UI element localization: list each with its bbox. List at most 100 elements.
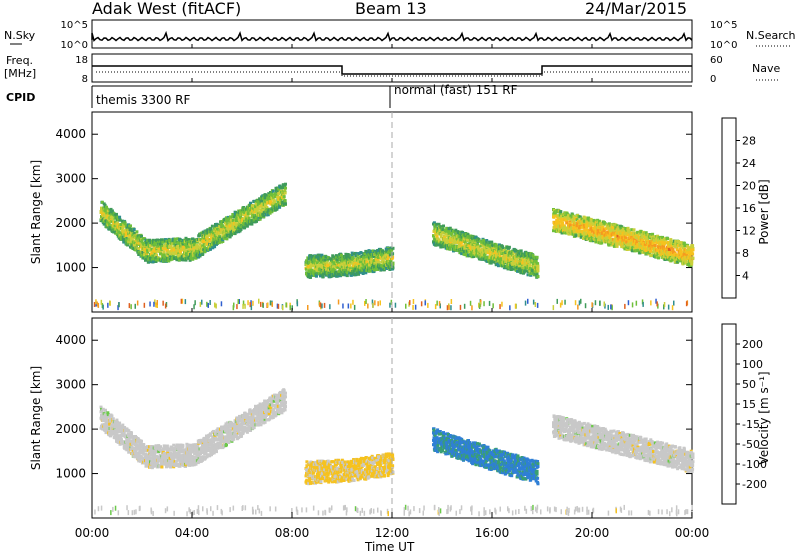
- ground-scatter: [603, 301, 605, 307]
- echo-cell: [661, 235, 665, 239]
- echo-cell: [588, 230, 592, 234]
- echo-cell: [118, 421, 122, 425]
- ground-scatter: [109, 300, 111, 306]
- echo-cell: [675, 248, 679, 252]
- echo-cell: [105, 211, 109, 215]
- echo-cell: [519, 255, 523, 258]
- echo-cell: [108, 227, 112, 231]
- echo-cell: [180, 247, 183, 251]
- echo-cell: [357, 262, 361, 266]
- ground-scatter: [409, 300, 411, 306]
- echo-cell: [618, 233, 622, 237]
- echo-cell: [201, 244, 205, 248]
- echo-cell: [276, 200, 280, 204]
- echo-cell: [339, 253, 343, 257]
- ground-scatter: [564, 299, 566, 305]
- echo-cell: [618, 238, 622, 242]
- ground-scatter: [244, 303, 246, 309]
- ground-scatter: [427, 302, 429, 308]
- echo-cell: [340, 265, 344, 269]
- echo-cell: [115, 233, 119, 237]
- echo-cell: [105, 427, 108, 431]
- echo-cell: [245, 207, 248, 211]
- echo-cell: [348, 265, 352, 269]
- echo-cell: [230, 218, 233, 222]
- echo-cell: [485, 239, 489, 242]
- echo-cell: [472, 253, 475, 257]
- ground-scatter: [438, 301, 441, 307]
- echo-cell: [509, 254, 513, 258]
- echo-cell: [520, 271, 524, 275]
- echo-cell: [162, 253, 166, 257]
- echo-cell: [118, 442, 122, 446]
- echo-cell: [536, 262, 540, 266]
- ground-scatter: [342, 303, 344, 309]
- ground-scatter: [143, 302, 146, 308]
- echo-cell: [642, 247, 646, 250]
- echo-cell: [117, 426, 121, 430]
- colorbar-tick-label: 8: [742, 247, 749, 260]
- echo-cell: [535, 255, 539, 259]
- echo-cell: [278, 205, 282, 209]
- echo-cell: [334, 272, 337, 276]
- echo-cell: [568, 220, 572, 224]
- echo-cell: [633, 249, 637, 253]
- ground-scatter: [184, 299, 187, 305]
- echo-cell: [345, 274, 349, 278]
- echo-cell: [243, 226, 247, 230]
- echo-cell: [501, 247, 505, 250]
- ground-scatter: [93, 302, 96, 307]
- echo-cell: [493, 258, 497, 262]
- echo-cell: [534, 260, 538, 264]
- echo-cell: [143, 253, 147, 257]
- ground-scatter: [534, 302, 537, 307]
- ground-scatter: [420, 301, 423, 307]
- echo-cell: [649, 243, 653, 247]
- echo-cell: [588, 234, 592, 238]
- echo-cell: [193, 249, 197, 253]
- echo-cell: [284, 182, 287, 186]
- echo-cell: [221, 225, 225, 229]
- echo-cell: [662, 244, 665, 248]
- echo-cell: [100, 215, 103, 218]
- echo-cell: [447, 229, 450, 233]
- echo-cell: [651, 232, 655, 236]
- echo-cell: [115, 420, 119, 424]
- nsky-label: N.Sky: [4, 29, 36, 42]
- ground-scatter: [450, 305, 452, 311]
- ground-scatter: [412, 299, 415, 304]
- echo-cell: [119, 436, 122, 440]
- echo-cell: [489, 259, 493, 263]
- ground-scatter: [374, 300, 376, 306]
- echo-cell: [140, 234, 143, 238]
- echo-cell: [381, 258, 385, 262]
- echo-cell: [150, 247, 154, 251]
- echo-cell: [237, 226, 241, 230]
- echo-cell: [656, 249, 660, 252]
- echo-cell: [260, 206, 264, 210]
- echo-cell: [159, 259, 163, 263]
- echo-cell: [158, 240, 162, 244]
- ground-scatter: [319, 302, 322, 308]
- echo-cell: [682, 242, 686, 245]
- nsearch-label: N.Search: [746, 29, 796, 42]
- echo-cell: [357, 272, 361, 276]
- echo-cell: [235, 211, 239, 215]
- nsky-right-tick-bottom: 10^0: [710, 40, 737, 51]
- echo-cell: [602, 228, 606, 232]
- echo-cell: [578, 224, 582, 228]
- echo-cell: [372, 270, 376, 273]
- ground-scatter: [364, 300, 366, 306]
- echo-cell: [691, 256, 695, 260]
- nsky-left-tick-top: 10^5: [61, 20, 88, 31]
- echo-cell: [472, 255, 475, 258]
- echo-cell: [557, 227, 561, 230]
- echo-cell: [118, 215, 122, 219]
- echo-cell: [158, 238, 162, 242]
- echo-cell: [176, 256, 180, 260]
- echo-cell: [323, 258, 327, 262]
- ground-scatter: [379, 300, 381, 306]
- echo-cell: [210, 244, 213, 248]
- echo-cell: [110, 213, 113, 217]
